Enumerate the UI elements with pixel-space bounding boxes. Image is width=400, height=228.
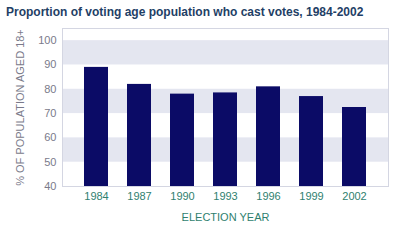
- svg-text:60: 60: [44, 131, 56, 143]
- svg-text:1990: 1990: [170, 190, 194, 202]
- svg-text:1996: 1996: [256, 190, 280, 202]
- svg-text:1987: 1987: [127, 190, 151, 202]
- svg-text:90: 90: [44, 58, 56, 70]
- svg-text:40: 40: [44, 180, 56, 192]
- svg-text:% OF POPULATION AGED 18+: % OF POPULATION AGED 18+: [14, 29, 26, 186]
- html-text:Proportion of voting age popul: Proportion of voting age population who …: [6, 5, 364, 19]
- svg-text:1984: 1984: [84, 190, 108, 202]
- svg-text:80: 80: [44, 83, 56, 95]
- svg-text:2002: 2002: [342, 190, 366, 202]
- svg-text:1999: 1999: [299, 190, 323, 202]
- svg-text:50: 50: [44, 156, 56, 168]
- svg-text:100: 100: [38, 34, 56, 46]
- svg-text:1993: 1993: [213, 190, 237, 202]
- svg-text:70: 70: [44, 107, 56, 119]
- svg-text:ELECTION YEAR: ELECTION YEAR: [182, 211, 270, 223]
